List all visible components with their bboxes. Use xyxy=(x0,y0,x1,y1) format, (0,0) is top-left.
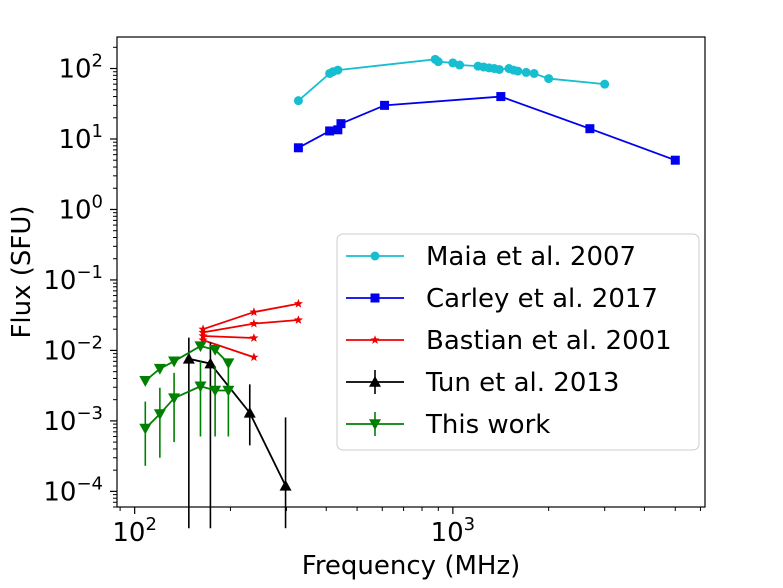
data-point xyxy=(153,363,166,375)
data-point xyxy=(600,79,610,89)
x-tick-label: 102 xyxy=(112,514,157,548)
data-point xyxy=(585,124,595,134)
series-3 xyxy=(182,337,292,529)
data-point xyxy=(494,64,504,74)
series-2 xyxy=(198,298,303,362)
data-point xyxy=(222,358,235,370)
data-point xyxy=(139,423,152,435)
x-tick-label: 103 xyxy=(431,514,476,548)
y-tick-label: 101 xyxy=(58,121,103,155)
data-point xyxy=(496,92,506,102)
y-tick-label: 10−1 xyxy=(43,262,103,296)
legend-label: Tun et al. 2013 xyxy=(425,368,619,398)
legend-entry: Carley et al. 2017 xyxy=(346,284,658,314)
legend-entries: Maia et al. 2007 Carley et al. 2017 Bastia… xyxy=(346,242,672,440)
legend-entry: Tun et al. 2013 xyxy=(346,368,619,398)
data-point xyxy=(293,143,303,153)
y-tick-label: 102 xyxy=(58,51,103,85)
data-point xyxy=(153,409,166,421)
data-point xyxy=(293,298,303,308)
series-line xyxy=(202,335,254,339)
data-point xyxy=(433,57,443,67)
data-point xyxy=(194,341,207,353)
data-point xyxy=(209,345,222,356)
data-point xyxy=(544,74,554,84)
legend-frame xyxy=(336,233,700,451)
data-point xyxy=(243,406,256,418)
legend-marker xyxy=(369,419,381,430)
data-point xyxy=(198,335,208,344)
data-point xyxy=(249,333,259,342)
data-point xyxy=(279,479,292,491)
data-point xyxy=(293,315,303,324)
data-point xyxy=(249,352,259,362)
legend-marker xyxy=(370,251,380,261)
legend-entry: Maia et al. 2007 xyxy=(346,242,636,272)
legend-marker xyxy=(370,293,380,303)
legend-entry: Bastian et al. 2001 xyxy=(346,326,672,356)
legend-label: Carley et al. 2017 xyxy=(426,284,658,314)
data-point xyxy=(293,96,303,106)
axis-ticks: 102 103 10−4 10−3 10−2 10−1 100 101 102 xyxy=(43,46,701,548)
data-point xyxy=(168,393,181,405)
legend: Maia et al. 2007 Carley et al. 2017 Bastia… xyxy=(336,233,700,451)
data-point xyxy=(194,381,207,393)
data-point xyxy=(249,307,259,316)
data-point xyxy=(380,100,390,110)
legend-entry: This work xyxy=(346,410,550,440)
legend-marker xyxy=(370,335,380,344)
data-point xyxy=(670,155,680,165)
legend-label: Maia et al. 2007 xyxy=(426,242,636,272)
data-point xyxy=(204,357,217,369)
data-point xyxy=(325,126,335,136)
data-point xyxy=(333,125,343,135)
data-point xyxy=(249,318,259,328)
data-point xyxy=(529,68,539,78)
y-tick-label: 100 xyxy=(58,191,103,225)
data-point xyxy=(139,376,152,387)
y-tick-label: 10−3 xyxy=(43,403,103,437)
legend-label: This work xyxy=(425,410,550,440)
y-tick-label: 10−4 xyxy=(43,473,103,507)
series-line xyxy=(144,345,229,382)
y-axis-label: Flux (SFU) xyxy=(7,205,37,338)
data-point xyxy=(333,65,343,75)
legend-marker xyxy=(369,376,381,387)
data-point xyxy=(182,352,195,364)
data-point xyxy=(336,119,346,129)
series-0 xyxy=(293,54,610,106)
series-layer xyxy=(139,54,680,529)
data-point xyxy=(168,356,181,368)
data-point xyxy=(513,66,523,76)
data-point xyxy=(222,385,235,397)
series-4 xyxy=(139,341,235,466)
legend-label: Bastian et al. 2001 xyxy=(426,326,672,356)
x-axis-label: Frequency (MHz) xyxy=(302,551,521,581)
series-line xyxy=(202,339,255,359)
series-1 xyxy=(293,92,680,165)
y-tick-label: 10−2 xyxy=(43,332,103,366)
data-point xyxy=(209,385,222,397)
data-point xyxy=(521,67,531,77)
data-point xyxy=(455,60,465,70)
